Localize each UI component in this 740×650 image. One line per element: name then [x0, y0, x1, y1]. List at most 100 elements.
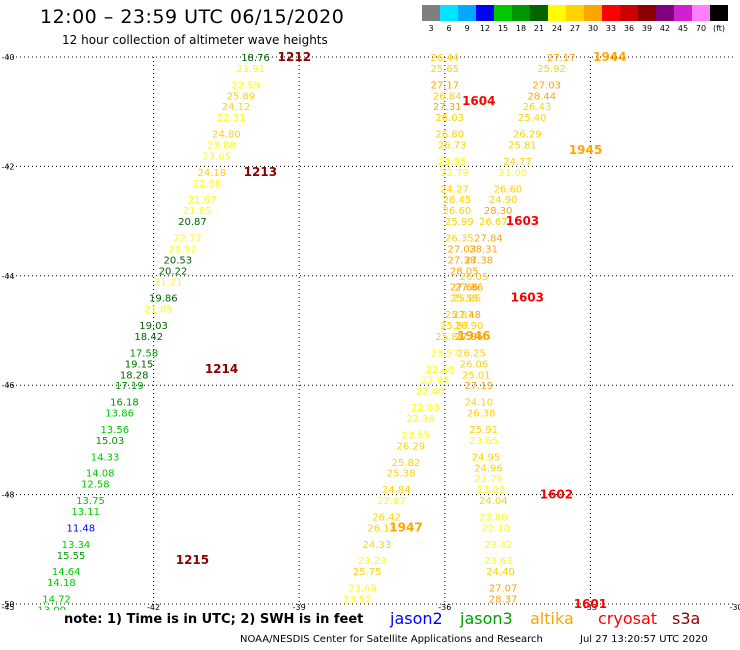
swh-value: 17.58: [130, 348, 159, 359]
swh-value: 24.10: [464, 398, 493, 409]
swh-value: 21.71: [154, 277, 183, 288]
pass-time-label: 1213: [244, 165, 277, 179]
swh-value: 26.38: [467, 409, 496, 420]
color-scale-label: 33: [605, 24, 617, 33]
swh-value: 23.69: [348, 584, 377, 595]
swh-value: 23.52: [343, 595, 372, 606]
y-tick-label: -48: [1, 491, 14, 500]
x-tick-label: -36: [438, 603, 451, 610]
swh-value: 22.03: [411, 403, 440, 414]
swh-value: 14.18: [47, 578, 76, 589]
x-tick-label: -33: [584, 603, 597, 610]
swh-value: 19.15: [125, 359, 154, 370]
color-scale-label: 45: [677, 24, 689, 33]
swh-value: 26.29: [513, 130, 542, 141]
swh-value: 18.76: [241, 53, 270, 64]
color-swatch: [422, 5, 441, 21]
swh-value: 25.81: [508, 141, 537, 152]
swh-value: 15.03: [96, 436, 125, 447]
swh-value: 27.19: [464, 381, 493, 392]
swh-value: 24.04: [479, 496, 508, 507]
swh-value: 25.38: [387, 469, 416, 480]
swh-value: 23.65: [469, 436, 498, 447]
swh-value: 22.59: [231, 80, 260, 91]
swh-value: 21.52: [168, 244, 197, 255]
swh-value: 23.88: [207, 141, 236, 152]
pass-time-label: 1603: [506, 214, 539, 228]
pass-time-label: 1601: [574, 597, 607, 610]
color-swatch: [602, 5, 621, 21]
swh-value: 27.84: [474, 234, 503, 245]
color-swatch: [692, 5, 711, 21]
legend-cryosat: cryosat: [598, 609, 658, 628]
color-swatch: [458, 5, 477, 21]
swh-value: 20.22: [159, 266, 188, 277]
swh-value: 24.12: [222, 102, 251, 113]
swh-value: 24.77: [503, 157, 532, 168]
legend-s3a: s3a: [672, 609, 701, 628]
swh-value: 20.53: [164, 255, 193, 266]
color-scale-label: 42: [659, 24, 671, 33]
swh-value: 27.17: [547, 53, 576, 64]
color-swatch: [530, 5, 549, 21]
swh-value: 27.03: [532, 80, 561, 91]
swh-value: 21.91: [236, 64, 265, 75]
swh-value: 14.33: [91, 452, 120, 463]
footer-note: note: 1) Time is in UTC; 2) SWH is in fe…: [64, 612, 364, 627]
color-scale-label: 9: [464, 24, 470, 33]
swh-value: 17.19: [115, 381, 144, 392]
color-swatch: [548, 5, 567, 21]
swh-value: 23.63: [484, 556, 513, 567]
swh-value: 27.07: [489, 584, 518, 595]
x-tick-label: -30: [729, 603, 740, 610]
swh-value: 13.00: [37, 605, 66, 610]
swh-value: 26.60: [494, 184, 523, 195]
swh-value: 25.92: [537, 64, 566, 75]
swh-value: 23.23: [358, 556, 387, 567]
swh-value: 20.87: [178, 217, 207, 228]
pass-time-label: 1945: [569, 143, 602, 157]
swh-value: 25.86: [435, 332, 464, 343]
swh-value: 13.11: [71, 507, 100, 518]
swh-value: 25.75: [353, 567, 382, 578]
swh-value: 26.73: [438, 141, 467, 152]
swh-value: 26.43: [523, 102, 552, 113]
swh-value: 23.79: [474, 474, 503, 485]
swh-value: 28.44: [528, 91, 557, 102]
color-scale-label: 70: [695, 24, 707, 33]
swh-value: 24.84: [382, 485, 411, 496]
swh-value: 25.01: [462, 370, 491, 381]
y-tick-label: -40: [1, 53, 14, 62]
swh-value: 11.48: [66, 523, 95, 534]
swh-value: 25.87: [445, 310, 474, 321]
swh-value: 25.82: [392, 458, 421, 469]
color-scale-label: 21: [533, 24, 545, 33]
swh-value: 26.25: [457, 348, 486, 359]
color-swatch: [638, 5, 657, 21]
swh-value: 26.03: [435, 113, 464, 124]
swh-value: 24.27: [440, 184, 469, 195]
x-tick-label: -42: [147, 603, 160, 610]
swh-value: 27.86: [455, 283, 484, 294]
swh-value: 28.05: [450, 266, 479, 277]
swh-value: 18.28: [120, 370, 149, 381]
color-swatch: [512, 5, 531, 21]
swh-value: 21.00: [498, 168, 527, 179]
color-scale-label: 39: [641, 24, 653, 33]
color-swatch: [620, 5, 639, 21]
swh-value: 23.65: [202, 151, 231, 162]
swh-value: 26.60: [443, 206, 472, 217]
color-swatch: [656, 5, 675, 21]
chart-title: 12:00 – 23:59 UTC 06/15/2020: [40, 6, 345, 28]
pass-time-label: 1603: [511, 291, 544, 305]
y-tick-label: -44: [1, 272, 14, 281]
swh-value: 24.90: [489, 195, 518, 206]
swh-value: 26.35: [445, 234, 474, 245]
swh-value: 26.45: [443, 195, 472, 206]
color-scale-label: 6: [446, 24, 452, 33]
pass-time-label: 1944: [593, 50, 626, 64]
pass-time-label: 1604: [462, 94, 495, 108]
swh-value: 25.40: [518, 113, 547, 124]
color-swatch: [584, 5, 603, 21]
color-scale-label: 3: [428, 24, 434, 33]
